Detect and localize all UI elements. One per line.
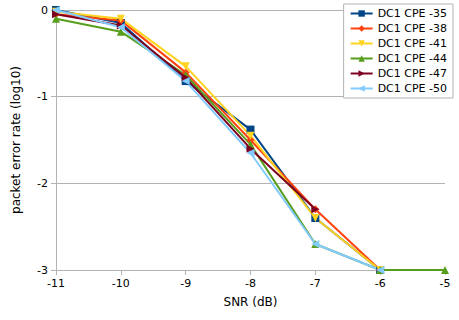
- svg-text:SNR (dB): SNR (dB): [224, 295, 278, 309]
- svg-text:-1: -1: [37, 90, 48, 103]
- svg-text:0: 0: [41, 4, 48, 17]
- svg-text:-10: -10: [112, 277, 130, 290]
- svg-text:-5: -5: [440, 277, 451, 290]
- svg-text:-3: -3: [37, 264, 48, 277]
- svg-text:DC1 CPE -41: DC1 CPE -41: [378, 37, 447, 50]
- svg-text:DC1 CPE -38: DC1 CPE -38: [378, 22, 447, 35]
- svg-text:DC1 CPE -44: DC1 CPE -44: [378, 52, 447, 65]
- svg-text:-6: -6: [375, 277, 386, 290]
- svg-text:packet error rate (log10): packet error rate (log10): [9, 66, 23, 214]
- svg-text:-2: -2: [37, 177, 48, 190]
- svg-text:-9: -9: [180, 277, 191, 290]
- svg-text:-7: -7: [310, 277, 321, 290]
- svg-text:DC1 CPE -35: DC1 CPE -35: [378, 7, 447, 20]
- svg-text:-11: -11: [47, 277, 65, 290]
- svg-text:DC1 CPE -50: DC1 CPE -50: [378, 82, 447, 95]
- svg-text:DC1 CPE -47: DC1 CPE -47: [378, 67, 447, 80]
- svg-text:-8: -8: [245, 277, 256, 290]
